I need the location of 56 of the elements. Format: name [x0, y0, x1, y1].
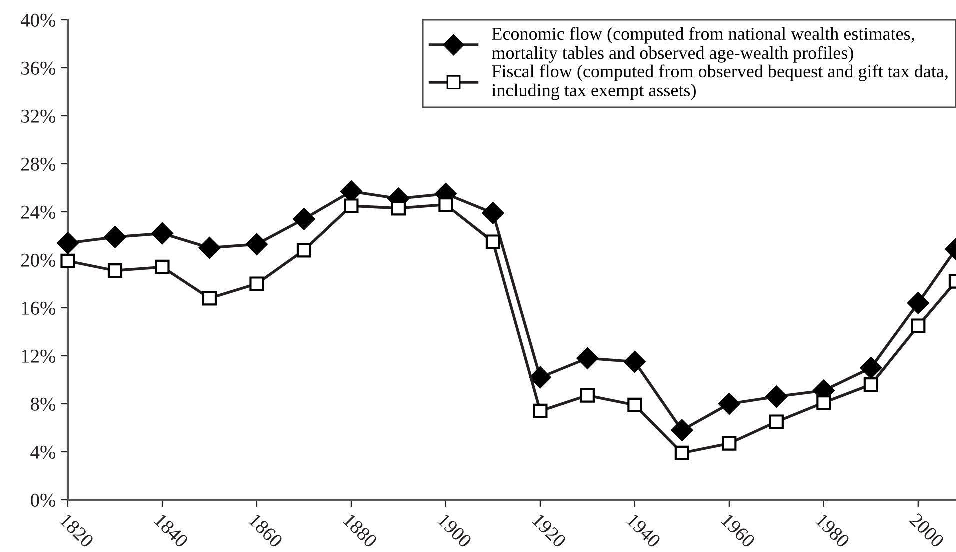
point [104, 226, 126, 248]
point [60, 254, 76, 268]
point [674, 446, 690, 460]
x-tick-label: 1840 [154, 513, 190, 548]
x-tick-label: 1880 [343, 513, 378, 548]
y-tick-label: 28% [21, 158, 56, 171]
y-tick-label: 20% [21, 254, 56, 267]
point [344, 198, 359, 214]
point [908, 292, 930, 314]
point [152, 222, 174, 244]
point [293, 208, 316, 230]
x-tick-label: 1860 [248, 513, 284, 548]
y-tick-label: 8% [31, 398, 56, 411]
y-tick-label: 36% [21, 62, 56, 75]
point [766, 386, 788, 408]
legend-label: Economic flow (computed from national wealth estimates, mortality tables and observed age-wealth profiles) [492, 27, 914, 63]
point [198, 237, 221, 259]
legend-label: Fiscal flow (computed from observed bequest and gift tax data, including tax exempt assets) [492, 64, 948, 100]
point [108, 264, 123, 278]
x-tick-label: 1820 [60, 513, 95, 548]
point [57, 232, 79, 254]
y-tick-label: 16% [22, 302, 56, 315]
y-tick-label: 12% [22, 350, 56, 363]
point [671, 420, 694, 442]
point [296, 243, 312, 258]
point [718, 393, 740, 415]
point [624, 351, 646, 373]
y-tick-label: 0% [31, 494, 56, 507]
point [864, 378, 878, 392]
x-tick-label: 1980 [815, 513, 850, 548]
point [911, 318, 926, 334]
point [628, 398, 642, 412]
x-tick-label: 1900 [437, 513, 473, 548]
point [438, 198, 454, 212]
point [860, 357, 882, 379]
point [246, 234, 268, 256]
point [533, 404, 548, 418]
x-tick-label: 1940 [626, 513, 662, 548]
y-tick-label: 4% [30, 446, 56, 459]
point [486, 234, 500, 250]
point [816, 396, 832, 410]
point [576, 348, 599, 370]
y-tick-label: 40% [20, 14, 56, 27]
x-tick-label: 1960 [720, 513, 756, 548]
point [580, 388, 595, 403]
point [530, 366, 552, 388]
point [769, 414, 784, 430]
point [155, 260, 170, 274]
point [250, 276, 264, 292]
point [482, 202, 504, 224]
point [391, 201, 406, 216]
y-tick-label: 24% [21, 206, 56, 219]
y-tick-label: 32% [21, 110, 56, 123]
point [202, 291, 218, 306]
point [722, 436, 737, 451]
x-tick-label: 1920 [532, 513, 568, 548]
